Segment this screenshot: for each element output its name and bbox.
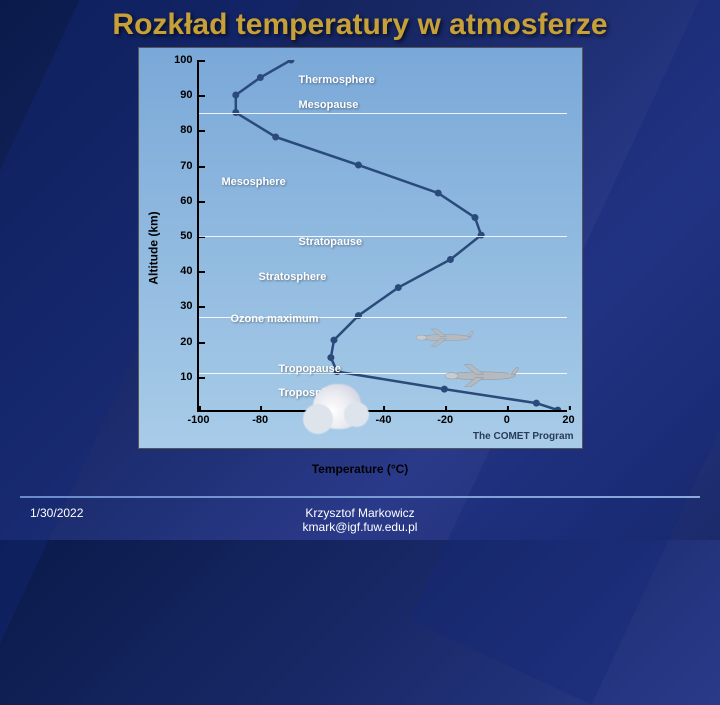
plot-area: 102030405060708090100-100-80-60-40-20020… (197, 60, 567, 412)
layer-label: Thermosphere (299, 74, 375, 86)
x-tick: -20 (437, 410, 453, 426)
x-tick: 0 (504, 410, 510, 426)
layer-line (199, 113, 567, 114)
footer-date: 1/30/2022 (30, 506, 150, 534)
y-tick: 50 (180, 230, 198, 242)
layer-line (199, 236, 567, 237)
airplane-icon (414, 325, 476, 354)
y-tick: 80 (180, 124, 198, 136)
footer-divider (20, 496, 700, 498)
footer-author: Krzysztof Markowicz (150, 506, 570, 520)
cloud-icon (313, 384, 361, 429)
layer-label: Stratosphere (259, 271, 327, 283)
layer-label: Tropopause (279, 363, 341, 375)
footer-email: kmark@igf.fuw.edu.pl (150, 520, 570, 534)
page-title: Rozkład temperatury w atmosferze (0, 0, 720, 45)
y-tick: 40 (180, 265, 198, 277)
x-tick: -80 (252, 410, 268, 426)
layer-label: Mesosphere (222, 176, 286, 188)
chart-attribution: The COMET Program (473, 431, 574, 442)
y-tick: 10 (180, 371, 198, 383)
y-tick: 90 (180, 89, 198, 101)
layer-label: Stratopause (299, 236, 363, 248)
y-tick: 20 (180, 336, 198, 348)
y-tick: 70 (180, 160, 198, 172)
layer-label: Mesopause (299, 99, 359, 111)
airplane-icon (439, 363, 525, 392)
footer: 1/30/2022 Krzysztof Markowicz kmark@igf.… (0, 506, 720, 534)
layer-label: Ozone maximum (231, 313, 319, 325)
x-tick: -40 (376, 410, 392, 426)
y-tick: 100 (174, 54, 198, 66)
y-tick: 30 (180, 300, 198, 312)
atmosphere-chart: Altitude (km) 102030405060708090100-100-… (138, 47, 583, 449)
x-tick: -100 (187, 410, 209, 426)
y-tick: 60 (180, 195, 198, 207)
x-tick: 20 (562, 410, 574, 426)
y-axis-label: Altitude (km) (146, 211, 160, 284)
x-axis-label: Temperature (°C) (312, 462, 409, 476)
